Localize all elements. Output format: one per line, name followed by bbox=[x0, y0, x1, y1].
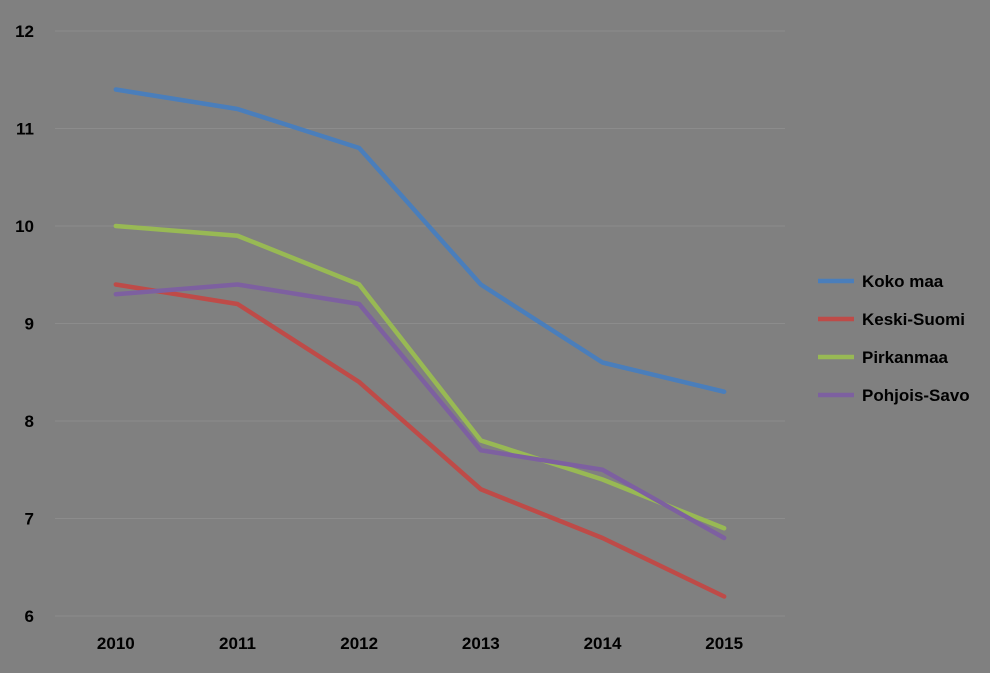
y-tick-label: 7 bbox=[25, 510, 34, 529]
y-tick-label: 10 bbox=[15, 217, 34, 236]
y-tick-label: 6 bbox=[25, 607, 34, 626]
series-line-pirkanmaa bbox=[113, 223, 727, 531]
y-axis: 6 7 8 9 10 11 12 bbox=[15, 22, 34, 626]
x-axis: 2010 2011 2012 2013 2014 2015 bbox=[97, 634, 743, 653]
y-tick-label: 9 bbox=[25, 315, 34, 334]
y-tick-label: 12 bbox=[15, 22, 34, 41]
y-tick-label: 8 bbox=[25, 412, 34, 431]
legend-label: Pohjois-Savo bbox=[862, 386, 970, 405]
legend: Koko maa Keski-Suomi Pirkanmaa Pohjois-Savo bbox=[818, 272, 970, 405]
legend-label: Koko maa bbox=[862, 272, 944, 291]
series-line-koko-maa bbox=[113, 87, 727, 394]
x-tick-label: 2013 bbox=[462, 634, 500, 653]
x-tick-label: 2011 bbox=[219, 634, 256, 653]
series-lines bbox=[113, 87, 727, 599]
gridlines bbox=[55, 30, 785, 617]
x-tick-label: 2015 bbox=[705, 634, 743, 653]
x-tick-label: 2012 bbox=[340, 634, 378, 653]
legend-label: Pirkanmaa bbox=[862, 348, 949, 367]
series-line-pohjois-savo bbox=[113, 282, 727, 541]
series-line-keski-suomi bbox=[113, 282, 727, 599]
x-tick-label: 2014 bbox=[584, 634, 622, 653]
x-tick-label: 2010 bbox=[97, 634, 135, 653]
legend-label: Keski-Suomi bbox=[862, 310, 965, 329]
y-tick-label: 11 bbox=[16, 120, 34, 139]
